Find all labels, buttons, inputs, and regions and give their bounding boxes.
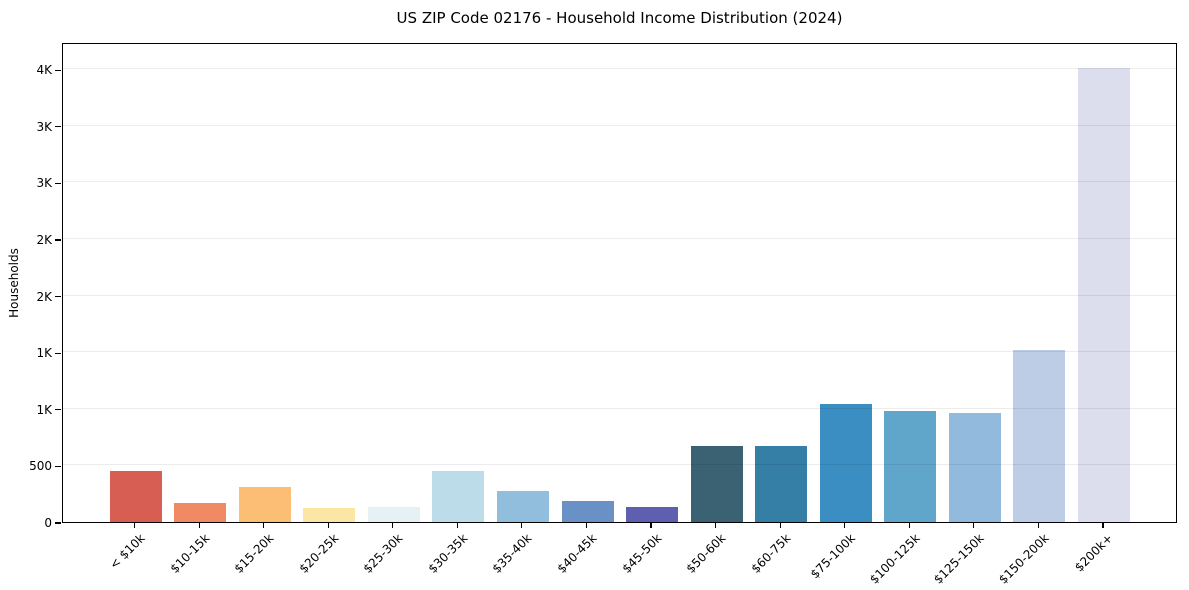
x-tick-mark	[1037, 523, 1039, 528]
x-tick-label: $125-150k	[931, 531, 987, 587]
y-tick-mark	[55, 126, 61, 128]
bar-$100-125k	[884, 410, 937, 522]
y-tick-mark	[55, 522, 61, 524]
bar-$25-30k	[367, 506, 420, 522]
bar-< $10k	[109, 471, 162, 522]
y-tick-mark	[55, 69, 61, 71]
x-tick-label: $45-50k	[619, 531, 664, 576]
x-tick-label: $100-125k	[866, 531, 923, 587]
x-tick-mark	[327, 523, 329, 528]
x-tick-mark	[973, 523, 975, 528]
bar-$60-75k	[755, 446, 808, 522]
x-tick-mark	[844, 523, 846, 528]
y-tick-label: 500	[29, 459, 52, 474]
y-tick-label: 2K	[36, 289, 52, 304]
bar-$125-150k	[948, 412, 1001, 522]
bar-$30-35k	[432, 471, 485, 522]
bar-$45-50k	[626, 507, 678, 522]
bar-$40-45k	[561, 500, 614, 522]
x-tick-label: $15-20k	[231, 531, 277, 576]
x-tick-mark	[392, 523, 394, 528]
bar-$200k+	[1078, 67, 1130, 522]
x-tick-label: $10-15k	[167, 531, 212, 576]
bar-$150-200k	[1013, 349, 1066, 522]
x-tick-label: $75-100k	[807, 531, 858, 582]
y-axis-label: Households	[7, 248, 21, 318]
x-tick-label: $150-200k	[995, 531, 1052, 587]
y-tick-label: 2K	[36, 233, 52, 247]
x-tick-mark	[908, 523, 910, 528]
y-tick-label: 3K	[36, 176, 52, 191]
y-tick-label: 1K	[36, 402, 52, 417]
x-tick-mark	[456, 523, 458, 528]
x-tick-label: $35-40k	[489, 531, 535, 576]
y-tick-label: 3K	[36, 119, 52, 134]
y-tick-mark	[55, 239, 61, 241]
chart-title: US ZIP Code 02176 - Household Income Dis…	[396, 9, 843, 27]
y-tick-label: 0	[44, 516, 52, 530]
x-tick-label: $30-35k	[425, 531, 471, 576]
x-tick-mark	[650, 523, 652, 528]
x-tick-mark	[263, 523, 265, 528]
x-tick-label: < $10k	[106, 531, 148, 572]
x-tick-label: $40-45k	[554, 531, 600, 576]
bar-$15-20k	[238, 486, 291, 522]
y-tick-mark	[55, 296, 61, 298]
x-tick-label: $50-60k	[683, 531, 729, 576]
y-tick-label: 1K	[36, 346, 52, 361]
y-tick-mark	[55, 352, 61, 354]
plot-area	[62, 43, 1177, 523]
y-tick-mark	[55, 409, 61, 411]
y-tick-mark	[55, 182, 61, 184]
x-tick-mark	[779, 523, 781, 528]
x-tick-mark	[715, 523, 717, 528]
x-tick-mark	[585, 523, 588, 528]
bar-$20-25k	[303, 508, 356, 522]
x-tick-label: $60-75k	[748, 531, 794, 576]
y-tick-label: 4K	[36, 63, 52, 78]
x-tick-mark	[1102, 523, 1104, 528]
x-tick-mark	[133, 523, 136, 528]
bar-$50-60k	[690, 446, 743, 522]
bar-$75-100k	[819, 404, 872, 522]
x-tick-label: $200k+	[1072, 531, 1116, 575]
y-tick-mark	[55, 465, 61, 467]
bar-layer	[63, 44, 1176, 522]
x-tick-label: $25-30k	[360, 531, 406, 576]
bar-$35-40k	[496, 491, 549, 522]
bar-$10-15k	[174, 503, 227, 522]
x-tick-mark	[521, 523, 523, 528]
x-tick-label: $20-25k	[296, 531, 342, 576]
x-tick-mark	[198, 523, 200, 528]
